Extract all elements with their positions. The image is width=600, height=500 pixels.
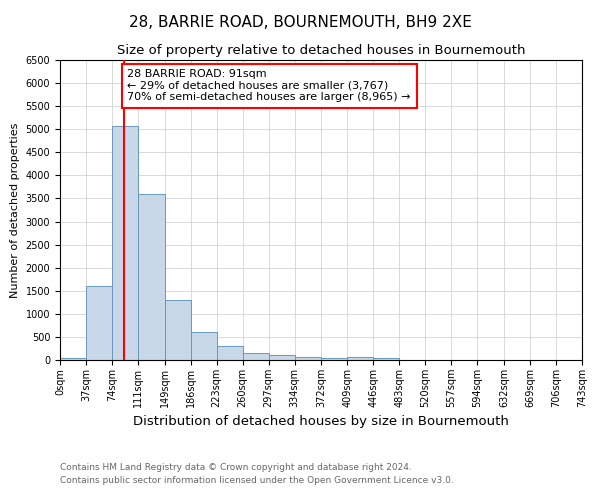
Bar	[347, 358, 373, 360]
Bar	[60, 358, 86, 360]
Text: 28, BARRIE ROAD, BOURNEMOUTH, BH9 2XE: 28, BARRIE ROAD, BOURNEMOUTH, BH9 2XE	[128, 15, 472, 30]
Text: Contains HM Land Registry data © Crown copyright and database right 2024.: Contains HM Land Registry data © Crown c…	[60, 464, 412, 472]
Bar	[112, 126, 138, 360]
Bar	[269, 355, 295, 360]
Bar	[217, 346, 242, 360]
Text: Contains public sector information licensed under the Open Government Licence v3: Contains public sector information licen…	[60, 476, 454, 485]
Y-axis label: Number of detached properties: Number of detached properties	[10, 122, 20, 298]
Title: Size of property relative to detached houses in Bournemouth: Size of property relative to detached ho…	[117, 44, 525, 58]
Bar	[373, 358, 400, 360]
Bar	[86, 286, 112, 360]
Bar	[295, 358, 322, 360]
Bar	[322, 358, 347, 360]
Bar	[242, 352, 269, 360]
Bar	[191, 332, 217, 360]
Bar	[164, 300, 191, 360]
Bar	[138, 194, 164, 360]
X-axis label: Distribution of detached houses by size in Bournemouth: Distribution of detached houses by size …	[133, 416, 509, 428]
Text: 28 BARRIE ROAD: 91sqm
← 29% of detached houses are smaller (3,767)
70% of semi-d: 28 BARRIE ROAD: 91sqm ← 29% of detached …	[127, 69, 411, 102]
